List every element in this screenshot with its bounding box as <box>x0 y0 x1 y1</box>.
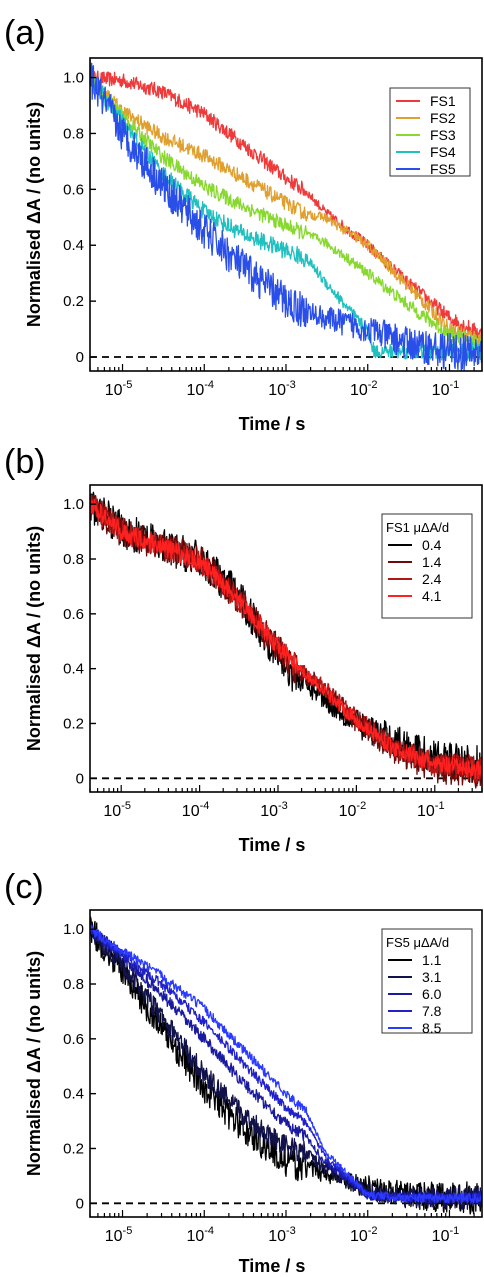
x-tick-label: 10-3 <box>260 800 288 820</box>
x-tick-label: 10-5 <box>103 800 131 820</box>
legend-entry-label: FS1 <box>430 93 456 109</box>
y-tick-label: 0.8 <box>63 125 84 142</box>
series-line-8.5 <box>90 924 482 1204</box>
y-axis-label: Normalised ΔA / (no units) <box>24 526 44 751</box>
y-tick-label: 0 <box>76 349 84 366</box>
legend-entry-label: 0.4 <box>422 537 442 553</box>
series-line-7.8 <box>90 926 482 1203</box>
y-tick-label: 1.0 <box>63 921 84 938</box>
legend-entry-label: 7.8 <box>422 1003 442 1019</box>
y-tick-label: 0.6 <box>63 1031 84 1048</box>
legend: FS1 μΔA/d 0.41.42.44.1 <box>381 513 473 619</box>
series-line-0.4 <box>90 491 482 786</box>
series-line-FS2 <box>90 73 482 346</box>
y-tick-label: 0 <box>76 770 84 787</box>
x-tick-label: 10-1 <box>432 379 460 399</box>
y-tick-label: 0.2 <box>63 293 84 310</box>
legend-entry-label: 6.0 <box>422 986 442 1002</box>
panel-2: (c) 0 0.2 0.4 0.6 0.8 1.0 10-5 10-4 10-3 10-2 10-1 T… <box>4 868 483 1276</box>
y-tick-label: 0.8 <box>63 976 84 993</box>
y-axis-label: Normalised ΔA / (no units) <box>24 102 44 327</box>
y-tick-label: 0.4 <box>63 1086 84 1103</box>
legend-box <box>381 513 473 619</box>
legend: FS5 μΔA/d 1.13.16.07.88.5 <box>381 928 473 1036</box>
legend-entry-label: 2.4 <box>422 571 442 587</box>
x-tick-label: 10-5 <box>105 379 133 399</box>
panel-0: (a) 0 0.2 0.4 0.6 0.8 1.0 10-5 10-4 10-3 10-2 10-1 T… <box>4 14 483 434</box>
legend-entry-label: 4.1 <box>422 588 442 604</box>
x-tick-label: 10-3 <box>268 379 296 399</box>
panel-label: (a) <box>4 14 46 52</box>
y-tick-label: 0.4 <box>63 661 84 678</box>
legend-box <box>381 928 473 1034</box>
y-tick-label: 1.0 <box>63 496 84 513</box>
legend-box <box>389 87 471 177</box>
x-tick-label: 10-4 <box>182 800 210 820</box>
legend-entry-label: 8.5 <box>422 1020 442 1036</box>
plot-area <box>90 916 482 1215</box>
x-tick-label: 10-2 <box>350 1225 378 1245</box>
y-tick-label: 0.2 <box>63 1140 84 1157</box>
y-tick-label: 0.2 <box>63 715 84 732</box>
plot-frame <box>89 484 483 793</box>
legend-title: FS1 μΔA/d <box>386 520 449 535</box>
x-tick-label: 10-3 <box>268 1225 296 1245</box>
x-axis-label: Time / s <box>239 414 306 434</box>
series-line-3.1 <box>90 922 482 1210</box>
y-tick-label: 0.4 <box>63 237 84 254</box>
series-line-FS5 <box>90 59 482 371</box>
legend-title: FS5 μΔA/d <box>386 935 449 950</box>
x-axis-label: Time / s <box>239 1256 306 1276</box>
y-tick-label: 0.6 <box>63 606 84 623</box>
legend-entry-label: FS3 <box>430 127 456 143</box>
legend-entry-label: 1.4 <box>422 554 442 570</box>
legend-entry-label: 3.1 <box>422 969 442 985</box>
panel-label: (b) <box>4 443 46 481</box>
legend-entry-label: FS5 <box>430 161 456 177</box>
plot-area <box>90 59 482 371</box>
legend-entry-label: FS2 <box>430 110 456 126</box>
x-tick-label: 10-5 <box>105 1225 133 1245</box>
y-tick-label: 0 <box>76 1195 84 1212</box>
series-line-FS3 <box>90 73 482 351</box>
x-tick-label: 10-4 <box>186 379 214 399</box>
panel-label: (c) <box>4 868 44 906</box>
x-tick-label: 10-2 <box>339 800 367 820</box>
x-tick-label: 10-1 <box>432 1225 460 1245</box>
x-tick-label: 10-2 <box>350 379 378 399</box>
legend-entry-label: FS4 <box>430 144 456 160</box>
y-tick-label: 1.0 <box>63 70 84 87</box>
plot-area <box>90 491 482 789</box>
y-tick-label: 0.8 <box>63 551 84 568</box>
legend-entry-label: 1.1 <box>422 952 442 968</box>
panel-1: (b) 0 0.2 0.4 0.6 0.8 1.0 10-5 10-4 10-3 10-2 10-1 T… <box>4 443 483 855</box>
series-line-2.4 <box>90 494 482 784</box>
x-tick-label: 10-4 <box>186 1225 214 1245</box>
x-tick-label: 10-1 <box>417 800 445 820</box>
y-tick-label: 0.6 <box>63 181 84 198</box>
series-line-4.1 <box>90 499 482 781</box>
y-axis-label: Normalised ΔA / (no units) <box>24 951 44 1176</box>
x-axis-label: Time / s <box>239 835 306 855</box>
